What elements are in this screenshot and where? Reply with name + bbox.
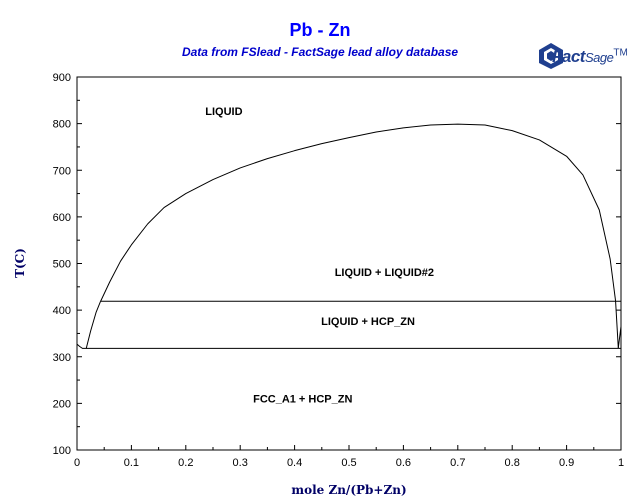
y-axis-ticks: 100 200 300 400 500 600 700 800 900 xyxy=(53,72,621,457)
boundary-zinc-liquidus-edge xyxy=(617,301,622,348)
y-tick-label: 300 xyxy=(53,352,71,364)
x-tick-label: 0.8 xyxy=(505,457,520,469)
y-tick-label: 700 xyxy=(53,165,71,177)
x-tick-label: 1 xyxy=(618,457,624,469)
x-axis-title: mole Zn/(Pb+Zn) xyxy=(291,483,406,497)
y-tick-label: 500 xyxy=(53,259,71,271)
chart-subtitle: Data from FSlead - FactSage lead alloy d… xyxy=(181,45,459,59)
phase-label: LIQUID + LIQUID#2 xyxy=(335,267,434,279)
phase-boundaries xyxy=(76,123,622,381)
logo-trademark: TM xyxy=(613,47,628,59)
phase-label: LIQUID + HCP_ZN xyxy=(321,316,415,328)
factsage-logo: FactSageTM xyxy=(538,40,630,74)
x-tick-label: 0.7 xyxy=(450,457,465,469)
y-tick-label: 400 xyxy=(53,305,71,317)
x-tick-label: 0 xyxy=(74,457,80,469)
x-tick-label: 0.2 xyxy=(178,457,193,469)
x-tick-label: 0.9 xyxy=(559,457,574,469)
x-tick-label: 0.1 xyxy=(124,457,139,469)
boundary-miscibility-gap xyxy=(99,123,619,348)
factsage-logo-text: FactSageTM xyxy=(552,47,628,67)
chart-title: Pb - Zn xyxy=(289,20,351,40)
x-tick-label: 0.3 xyxy=(233,457,248,469)
x-tick-label: 0.5 xyxy=(341,457,356,469)
phase-label: LIQUID xyxy=(205,106,242,118)
boundary-lead-liquidus xyxy=(76,301,101,349)
factsage-logo-mark-icon xyxy=(539,43,563,69)
y-tick-label: 600 xyxy=(53,212,71,224)
x-axis-ticks: 0 0.1 0.2 0.3 0.4 0.5 0.6 0.7 0.8 0.9 1 xyxy=(74,445,624,469)
phase-labels: LIQUID LIQUID + LIQUID#2 LIQUID + HCP_ZN FC… xyxy=(205,106,434,405)
y-tick-label: 100 xyxy=(53,445,71,457)
logo-brand2: Sage xyxy=(584,50,614,65)
y-tick-label: 200 xyxy=(53,398,71,410)
y-tick-label: 800 xyxy=(53,119,71,131)
phase-label: FCC_A1 + HCP_ZN xyxy=(253,393,352,405)
y-axis-title: T(C) xyxy=(13,248,27,278)
x-tick-label: 0.6 xyxy=(396,457,411,469)
logo-brand: Fact xyxy=(552,47,585,66)
y-tick-label: 900 xyxy=(53,72,71,84)
x-tick-label: 0.4 xyxy=(287,457,302,469)
